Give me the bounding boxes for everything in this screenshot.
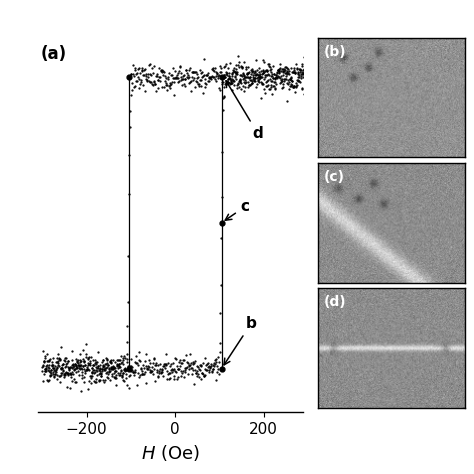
- X-axis label: $H$ (Oe): $H$ (Oe): [141, 443, 200, 463]
- Text: d: d: [226, 81, 263, 141]
- Text: (d): (d): [323, 295, 346, 310]
- Text: (c): (c): [323, 170, 345, 184]
- Text: b: b: [224, 316, 257, 365]
- Text: (b): (b): [323, 45, 346, 59]
- Text: (a): (a): [41, 45, 67, 63]
- Text: c: c: [225, 199, 249, 220]
